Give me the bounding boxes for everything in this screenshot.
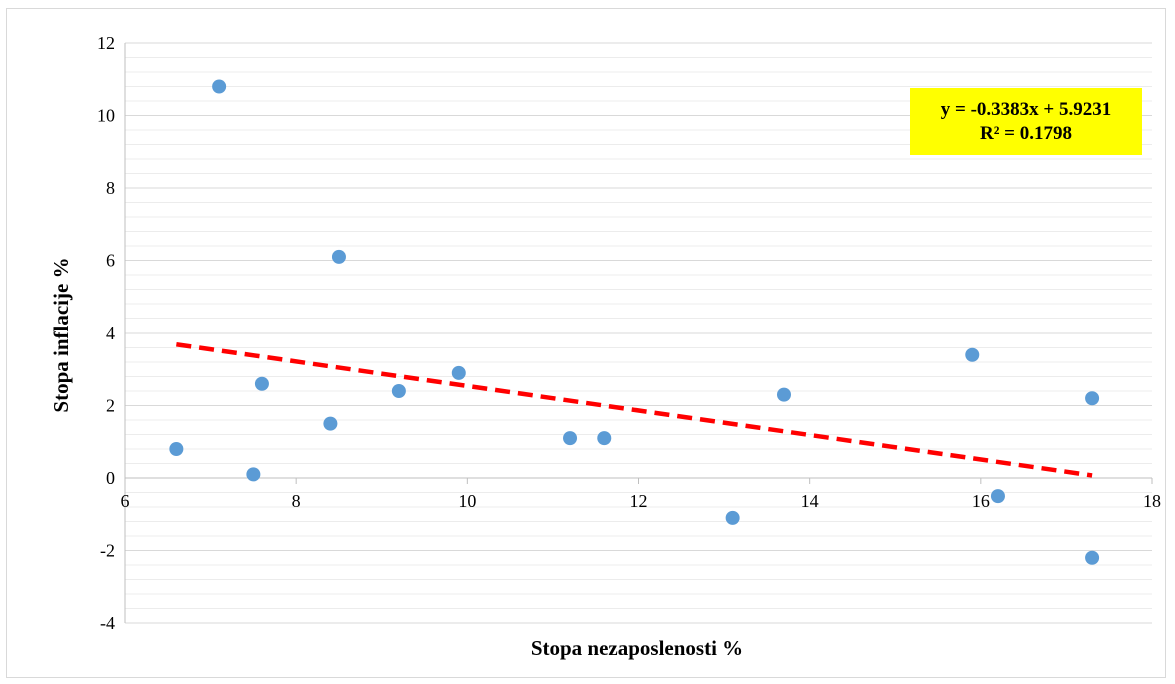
data-point bbox=[776, 387, 791, 402]
x-tick-labels: 6 8 10 12 14 16 18 bbox=[121, 491, 1162, 511]
y-tick-label: 8 bbox=[106, 178, 115, 198]
trendline bbox=[176, 341, 1093, 478]
y-tick-label: 4 bbox=[106, 323, 115, 343]
data-point bbox=[323, 416, 338, 431]
y-tick-label: -4 bbox=[100, 613, 115, 633]
r-squared-label: R² = 0.1798 bbox=[980, 122, 1072, 144]
x-tick-label: 10 bbox=[458, 491, 476, 511]
y-axis-title: Stopa inflacije % bbox=[49, 257, 73, 412]
data-point bbox=[563, 431, 578, 446]
data-point bbox=[331, 249, 346, 264]
x-tick-label: 8 bbox=[292, 491, 301, 511]
data-point bbox=[391, 384, 406, 398]
y-tick-label: 10 bbox=[97, 106, 115, 126]
trendline-equation: y = -0.3383x + 5.9231 bbox=[940, 98, 1112, 120]
data-point bbox=[451, 365, 466, 380]
data-point bbox=[169, 442, 184, 456]
data-point bbox=[965, 347, 980, 362]
data-point bbox=[1085, 391, 1100, 406]
data-point bbox=[597, 431, 612, 446]
y-tick-label: 2 bbox=[106, 396, 115, 416]
data-point bbox=[254, 376, 269, 391]
y-tick-label: 0 bbox=[106, 468, 115, 488]
data-point bbox=[1085, 550, 1100, 565]
data-point bbox=[212, 79, 227, 94]
x-tick-label: 6 bbox=[121, 491, 130, 511]
x-tick-label: 14 bbox=[801, 491, 819, 511]
x-tick-label: 18 bbox=[1143, 491, 1161, 511]
data-points bbox=[169, 79, 1100, 565]
data-point bbox=[990, 489, 1005, 504]
data-point bbox=[246, 467, 261, 482]
trendline-group bbox=[176, 341, 1093, 478]
trendline-equation-box: y = -0.3383x + 5.9231 R² = 0.1798 bbox=[910, 88, 1142, 155]
x-axis-title: Stopa nezaposlenosti % bbox=[531, 636, 743, 660]
data-point bbox=[725, 510, 740, 525]
x-tick-label: 16 bbox=[972, 491, 990, 511]
y-tick-label: -2 bbox=[100, 541, 115, 561]
axes bbox=[124, 43, 1153, 623]
x-tick-label: 12 bbox=[630, 491, 648, 511]
y-tick-label: 12 bbox=[97, 33, 115, 53]
y-tick-label: 6 bbox=[106, 251, 115, 271]
y-tick-labels: -4 -2 0 2 4 6 8 10 12 bbox=[97, 33, 115, 633]
